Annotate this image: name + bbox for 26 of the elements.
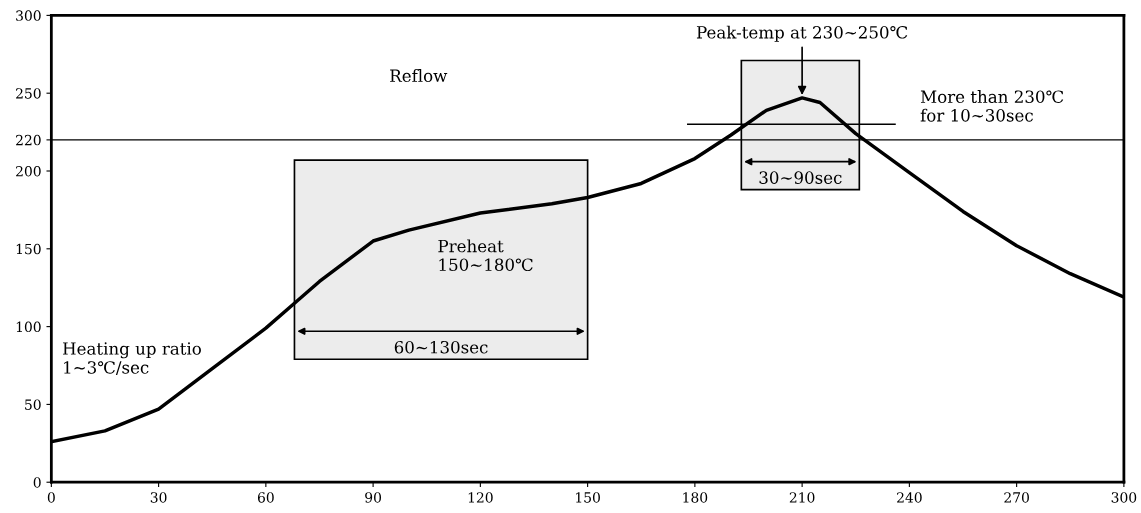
annotation: Heating up ratio 1~3℃/sec [62,342,201,376]
y-tick-label: 150 [16,243,41,255]
y-tick-label: 220 [16,134,41,146]
x-tick-label: 180 [683,492,708,503]
y-tick-label: 300 [16,10,41,21]
band-label: 60~130sec [394,340,488,354]
x-tick-label: 210 [789,492,815,503]
x-tick-label: 0 [47,492,55,503]
annotation: Peak-temp at 230~250℃ [696,25,908,42]
x-tick-label: 30 [150,492,167,503]
x-tick-label: 240 [897,492,922,503]
y-tick-label: 100 [16,321,41,333]
y-tick-label: 200 [16,165,41,177]
x-tick-label: 150 [576,492,600,503]
x-tick-label: 270 [1004,492,1029,503]
x-tick-label: 120 [468,492,493,503]
y-tick-label: 0 [33,477,41,488]
x-tick-label: 300 [1111,492,1137,503]
x-tick-label: 60 [257,492,274,503]
annotation: Reflow [390,69,448,82]
annotation: Preheat 150~180℃ [438,239,533,272]
band-label: 30~90sec [759,171,842,184]
y-tick-label: 50 [25,399,41,410]
y-tick-label: 250 [16,88,41,99]
annotation: More than 230℃ for 10~30sec [920,90,1064,122]
x-tick-label: 90 [365,492,382,503]
